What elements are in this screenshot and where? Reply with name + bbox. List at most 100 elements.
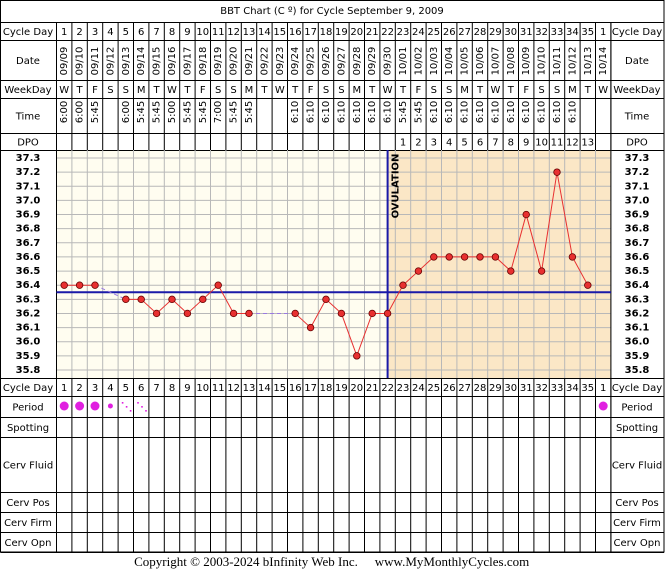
row-label: Cycle Day bbox=[612, 27, 662, 38]
cycle-day: 23 bbox=[397, 27, 410, 38]
y-tick-label: 36.6 bbox=[16, 252, 41, 263]
time: 6:10 bbox=[321, 101, 332, 123]
period-dot bbox=[90, 401, 100, 411]
date: 09/22 bbox=[259, 47, 270, 76]
row-label: Cerv Firm bbox=[613, 518, 661, 529]
temp-point bbox=[537, 267, 546, 275]
y-tick-label: 36.0 bbox=[625, 337, 650, 348]
cycle-day: 3 bbox=[92, 27, 98, 38]
dpo: 12 bbox=[566, 138, 579, 149]
time: 5:45 bbox=[398, 101, 409, 123]
cycle-day: 35 bbox=[581, 27, 594, 38]
cycle-day: 14 bbox=[258, 383, 271, 394]
row-label: Period bbox=[621, 403, 652, 414]
ovulation-label: OVULATION bbox=[391, 154, 402, 219]
dpo: 4 bbox=[446, 138, 452, 149]
cycle-day: 17 bbox=[304, 27, 317, 38]
row-label: Period bbox=[12, 403, 43, 414]
cycle-day: 1 bbox=[61, 27, 67, 38]
temp-point bbox=[430, 253, 438, 261]
date: 10/14 bbox=[598, 47, 609, 76]
row-label: Cerv Fluid bbox=[612, 461, 662, 472]
time: 6:10 bbox=[567, 101, 578, 123]
temp-point bbox=[168, 295, 176, 304]
date: 09/12 bbox=[105, 47, 116, 76]
weekday: W bbox=[383, 85, 393, 96]
weekday: S bbox=[554, 85, 560, 96]
cycle-day: 14 bbox=[258, 27, 271, 38]
cycle-day: 5 bbox=[123, 383, 129, 394]
temp-point bbox=[152, 309, 161, 318]
time: 5:45 bbox=[229, 101, 240, 123]
temp-line bbox=[294, 172, 589, 358]
temp-point bbox=[306, 323, 315, 332]
cycle-day: 1 bbox=[600, 383, 606, 394]
time: 5:45 bbox=[182, 101, 193, 123]
time: 6:00 bbox=[75, 101, 86, 123]
dpo: 9 bbox=[523, 138, 529, 149]
weekday: T bbox=[368, 85, 376, 96]
weekday: S bbox=[323, 85, 329, 96]
weekday: M bbox=[568, 85, 577, 96]
time: 6:10 bbox=[537, 101, 548, 123]
date: 09/26 bbox=[321, 47, 332, 76]
time: 6:10 bbox=[367, 101, 378, 123]
y-tick-label: 36.3 bbox=[625, 294, 650, 305]
cycle-day: 15 bbox=[273, 383, 286, 394]
temp-point bbox=[460, 253, 469, 261]
cycle-day: 33 bbox=[551, 27, 564, 38]
temp-point bbox=[229, 309, 238, 318]
time: 5:45 bbox=[90, 101, 101, 123]
cycle-day: 31 bbox=[520, 383, 533, 394]
cycle-day: 11 bbox=[212, 27, 225, 38]
row-label: Cerv Pos bbox=[615, 498, 658, 509]
dpo: 10 bbox=[535, 138, 548, 149]
cycle-day: 23 bbox=[397, 383, 410, 394]
weekday: T bbox=[399, 85, 407, 96]
weekday: S bbox=[215, 85, 221, 96]
weekday: W bbox=[598, 85, 608, 96]
cycle-day: 8 bbox=[169, 27, 175, 38]
time: 6:10 bbox=[352, 101, 363, 123]
date: 09/14 bbox=[136, 47, 147, 76]
temp-point bbox=[568, 253, 577, 261]
row-label: Cycle Day bbox=[3, 383, 53, 394]
weekday: S bbox=[538, 85, 544, 96]
temp-point bbox=[414, 267, 423, 275]
time: 6:10 bbox=[306, 101, 317, 123]
weekday: W bbox=[59, 85, 69, 96]
y-tick-label: 36.0 bbox=[16, 337, 41, 348]
cycle-day: 32 bbox=[535, 27, 548, 38]
row-label: Date bbox=[625, 56, 649, 67]
temp-point bbox=[522, 210, 530, 219]
date: 09/19 bbox=[213, 47, 224, 76]
time: 5:45 bbox=[198, 101, 209, 123]
time: 6:10 bbox=[460, 101, 471, 123]
time: 6:00 bbox=[121, 101, 132, 123]
row-label: Cerv Firm bbox=[4, 518, 52, 529]
time: 6:10 bbox=[383, 101, 394, 123]
period-dot bbox=[107, 403, 113, 409]
y-tick-label: 36.8 bbox=[16, 224, 41, 235]
cycle-day: 19 bbox=[335, 27, 348, 38]
time: 7:00 bbox=[213, 101, 224, 123]
temp-point bbox=[183, 309, 192, 318]
y-tick-label: 37.0 bbox=[625, 195, 650, 206]
cycle-day: 1 bbox=[61, 383, 67, 394]
y-tick-label: 36.2 bbox=[625, 308, 650, 319]
y-tick-label: 36.6 bbox=[625, 252, 650, 263]
cycle-day: 30 bbox=[504, 383, 517, 394]
date: 10/06 bbox=[475, 47, 486, 76]
y-tick-label: 36.9 bbox=[625, 210, 650, 221]
y-tick-label: 36.7 bbox=[625, 238, 650, 249]
cycle-day: 24 bbox=[412, 27, 425, 38]
time: 6:00 bbox=[59, 101, 70, 123]
cycle-day: 19 bbox=[335, 383, 348, 394]
cycle-day: 10 bbox=[196, 27, 209, 38]
cycle-day: 11 bbox=[212, 383, 225, 394]
y-tick-label: 37.2 bbox=[16, 167, 41, 178]
date: 09/29 bbox=[367, 47, 378, 76]
temp-point bbox=[75, 281, 84, 289]
weekday: T bbox=[584, 85, 592, 96]
